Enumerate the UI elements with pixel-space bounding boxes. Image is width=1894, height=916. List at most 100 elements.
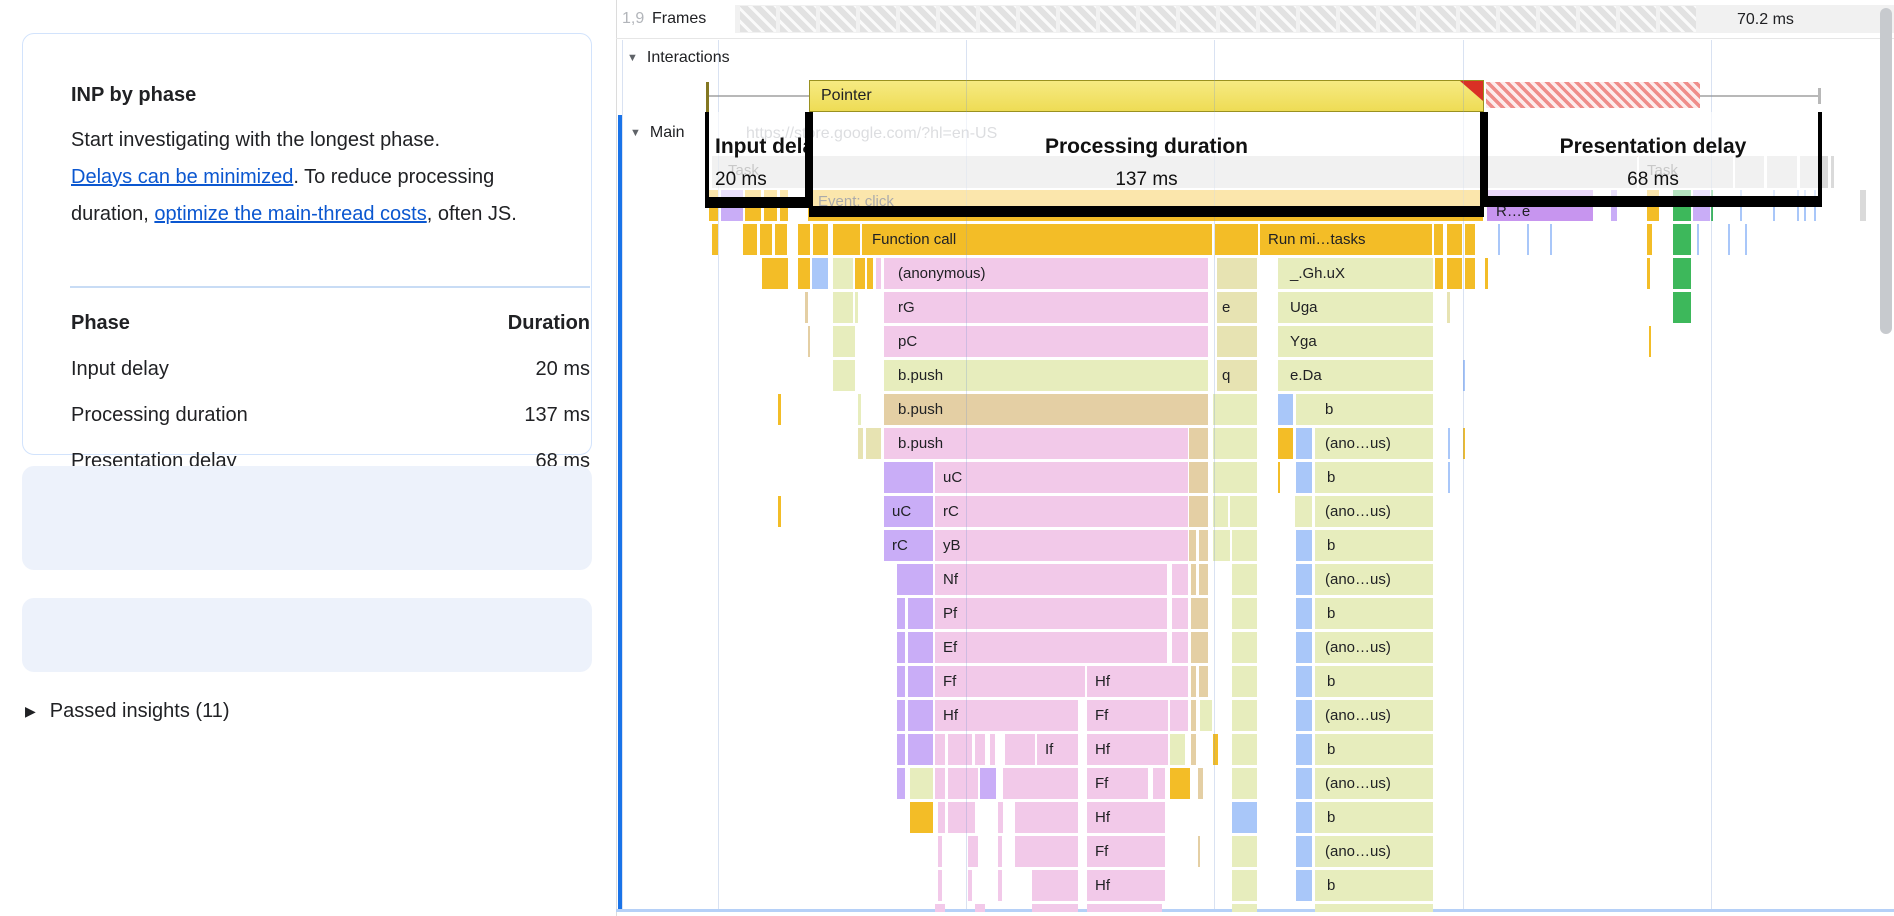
flame-bar--ano-us-[interactable]: (ano…us) xyxy=(1315,564,1433,595)
flame-bar-b-push[interactable]: b.push xyxy=(884,428,1188,459)
flame-bar-b[interactable]: b xyxy=(1313,394,1433,425)
flame-bar[interactable] xyxy=(908,666,933,697)
flame-bar[interactable] xyxy=(1153,768,1165,799)
flame-bar[interactable] xyxy=(1172,632,1188,663)
flame-bar[interactable] xyxy=(1296,394,1313,425)
flame-bar[interactable] xyxy=(1673,224,1691,255)
flame-bar[interactable] xyxy=(858,394,861,425)
flame-bar[interactable] xyxy=(1232,564,1257,595)
flame-bar[interactable] xyxy=(938,870,942,901)
flame-bar-b[interactable]: b xyxy=(1315,870,1433,901)
flame-bar[interactable] xyxy=(1673,292,1691,323)
flame-bar[interactable] xyxy=(884,462,933,493)
flame-bar[interactable] xyxy=(897,734,905,765)
flame-bar-b[interactable]: b xyxy=(1315,666,1433,697)
flame-bar[interactable] xyxy=(897,700,905,731)
third-parties-card[interactable]: 3rd parties xyxy=(22,598,592,672)
flame-bar-run-mi-tasks[interactable]: Run mi…tasks xyxy=(1260,224,1432,255)
flame-bar[interactable] xyxy=(1232,632,1257,663)
flame-bar[interactable] xyxy=(1015,836,1078,867)
flame-bar[interactable] xyxy=(1189,462,1208,493)
flame-bar[interactable] xyxy=(897,632,905,663)
flame-bar-hf[interactable]: Hf xyxy=(935,700,1078,731)
flame-bar--ano-us-[interactable]: (ano…us) xyxy=(1315,496,1433,527)
flame-bar[interactable] xyxy=(998,802,1003,833)
flame-bar[interactable] xyxy=(935,734,945,765)
flame-bar[interactable] xyxy=(1465,258,1475,289)
flame-bar[interactable] xyxy=(798,224,810,255)
flame-bar[interactable] xyxy=(1860,190,1866,221)
inp-by-phase-card[interactable]: INP by phase Start investigating with th… xyxy=(22,33,592,472)
flame-bar[interactable] xyxy=(980,768,996,799)
flame-bar[interactable] xyxy=(897,598,905,629)
flame-bar--anonymous-[interactable]: (anonymous) xyxy=(884,258,1208,289)
flame-bar[interactable] xyxy=(910,802,933,833)
flame-bar[interactable] xyxy=(1296,598,1312,629)
flame-bar[interactable] xyxy=(908,632,933,663)
flame-bar[interactable] xyxy=(1278,428,1293,459)
flame-bar[interactable] xyxy=(712,224,718,255)
flame-bar[interactable] xyxy=(1230,496,1257,527)
flame-bar[interactable] xyxy=(1296,802,1312,833)
flame-bar[interactable] xyxy=(1199,564,1208,595)
flame-bar-ff[interactable]: Ff xyxy=(1087,768,1148,799)
flame-bar[interactable] xyxy=(1831,156,1834,188)
flame-bar[interactable] xyxy=(1527,224,1529,255)
flame-bar[interactable] xyxy=(1447,292,1450,323)
flame-bar[interactable] xyxy=(813,224,828,255)
flame-bar[interactable] xyxy=(1697,224,1699,255)
flame-bar-function-call[interactable]: Function call xyxy=(862,224,1212,255)
flame-bar[interactable] xyxy=(1087,904,1162,912)
flame-bar[interactable] xyxy=(1170,734,1185,765)
flame-bar-hf[interactable]: Hf xyxy=(1087,666,1188,697)
flame-bar--ano-us-[interactable]: (ano…us) xyxy=(1315,836,1433,867)
flame-bar[interactable] xyxy=(1232,836,1257,867)
flame-bar[interactable] xyxy=(948,802,975,833)
flame-bar[interactable] xyxy=(1315,904,1433,912)
flame-bar-e-da[interactable]: e.Da xyxy=(1278,360,1433,391)
interactions-track-toggle[interactable]: ▼ Interactions xyxy=(627,49,730,67)
flame-bar[interactable] xyxy=(808,326,810,357)
flame-bar[interactable] xyxy=(1296,768,1312,799)
flame-bar[interactable] xyxy=(1296,530,1312,561)
flame-bar[interactable] xyxy=(1213,462,1257,493)
flame-bar[interactable] xyxy=(1448,428,1450,459)
flame-bar[interactable] xyxy=(1296,428,1312,459)
flame-bar[interactable] xyxy=(897,564,933,595)
flame-bar[interactable] xyxy=(1191,632,1208,663)
flame-bar-b[interactable]: b xyxy=(1315,598,1433,629)
passed-insights-toggle[interactable]: ▶ Passed insights (11) xyxy=(25,700,230,723)
flame-bar[interactable] xyxy=(1199,666,1208,697)
flame-bar[interactable] xyxy=(855,258,865,289)
flame-bar[interactable] xyxy=(1213,428,1257,459)
flame-bar[interactable] xyxy=(1198,768,1203,799)
flame-bar[interactable] xyxy=(1232,700,1257,731)
flame-bar[interactable] xyxy=(1278,462,1280,493)
flame-bar-b[interactable]: b xyxy=(1315,734,1433,765)
flame-bar[interactable] xyxy=(897,768,905,799)
flame-bar[interactable] xyxy=(1189,428,1208,459)
flame-bar[interactable] xyxy=(975,904,985,912)
flame-bar[interactable] xyxy=(867,258,873,289)
flame-bar[interactable] xyxy=(743,224,757,255)
flame-bar[interactable] xyxy=(1213,496,1228,527)
flame-bar[interactable] xyxy=(1232,802,1257,833)
flame-bar[interactable] xyxy=(760,224,772,255)
flame-bar[interactable] xyxy=(1448,462,1450,493)
flame-bar[interactable] xyxy=(805,292,808,323)
flame-bar[interactable] xyxy=(1647,258,1650,289)
flame-bar[interactable] xyxy=(935,768,945,799)
flame-bar[interactable] xyxy=(1447,258,1462,289)
flame-bar[interactable] xyxy=(1172,564,1188,595)
flame-bar[interactable] xyxy=(990,734,995,765)
flame-bar[interactable] xyxy=(1463,360,1465,391)
flame-bar-uc[interactable]: uC xyxy=(935,462,1188,493)
flame-bar[interactable] xyxy=(762,258,788,289)
flame-bar[interactable] xyxy=(938,836,942,867)
flame-bar[interactable] xyxy=(1296,462,1312,493)
flame-bar[interactable] xyxy=(1200,700,1212,731)
flame-bar[interactable] xyxy=(1647,224,1652,255)
flame-bar-rc[interactable]: rC xyxy=(935,496,1188,527)
flame-bar[interactable] xyxy=(855,292,858,323)
flame-bar[interactable] xyxy=(778,496,781,527)
